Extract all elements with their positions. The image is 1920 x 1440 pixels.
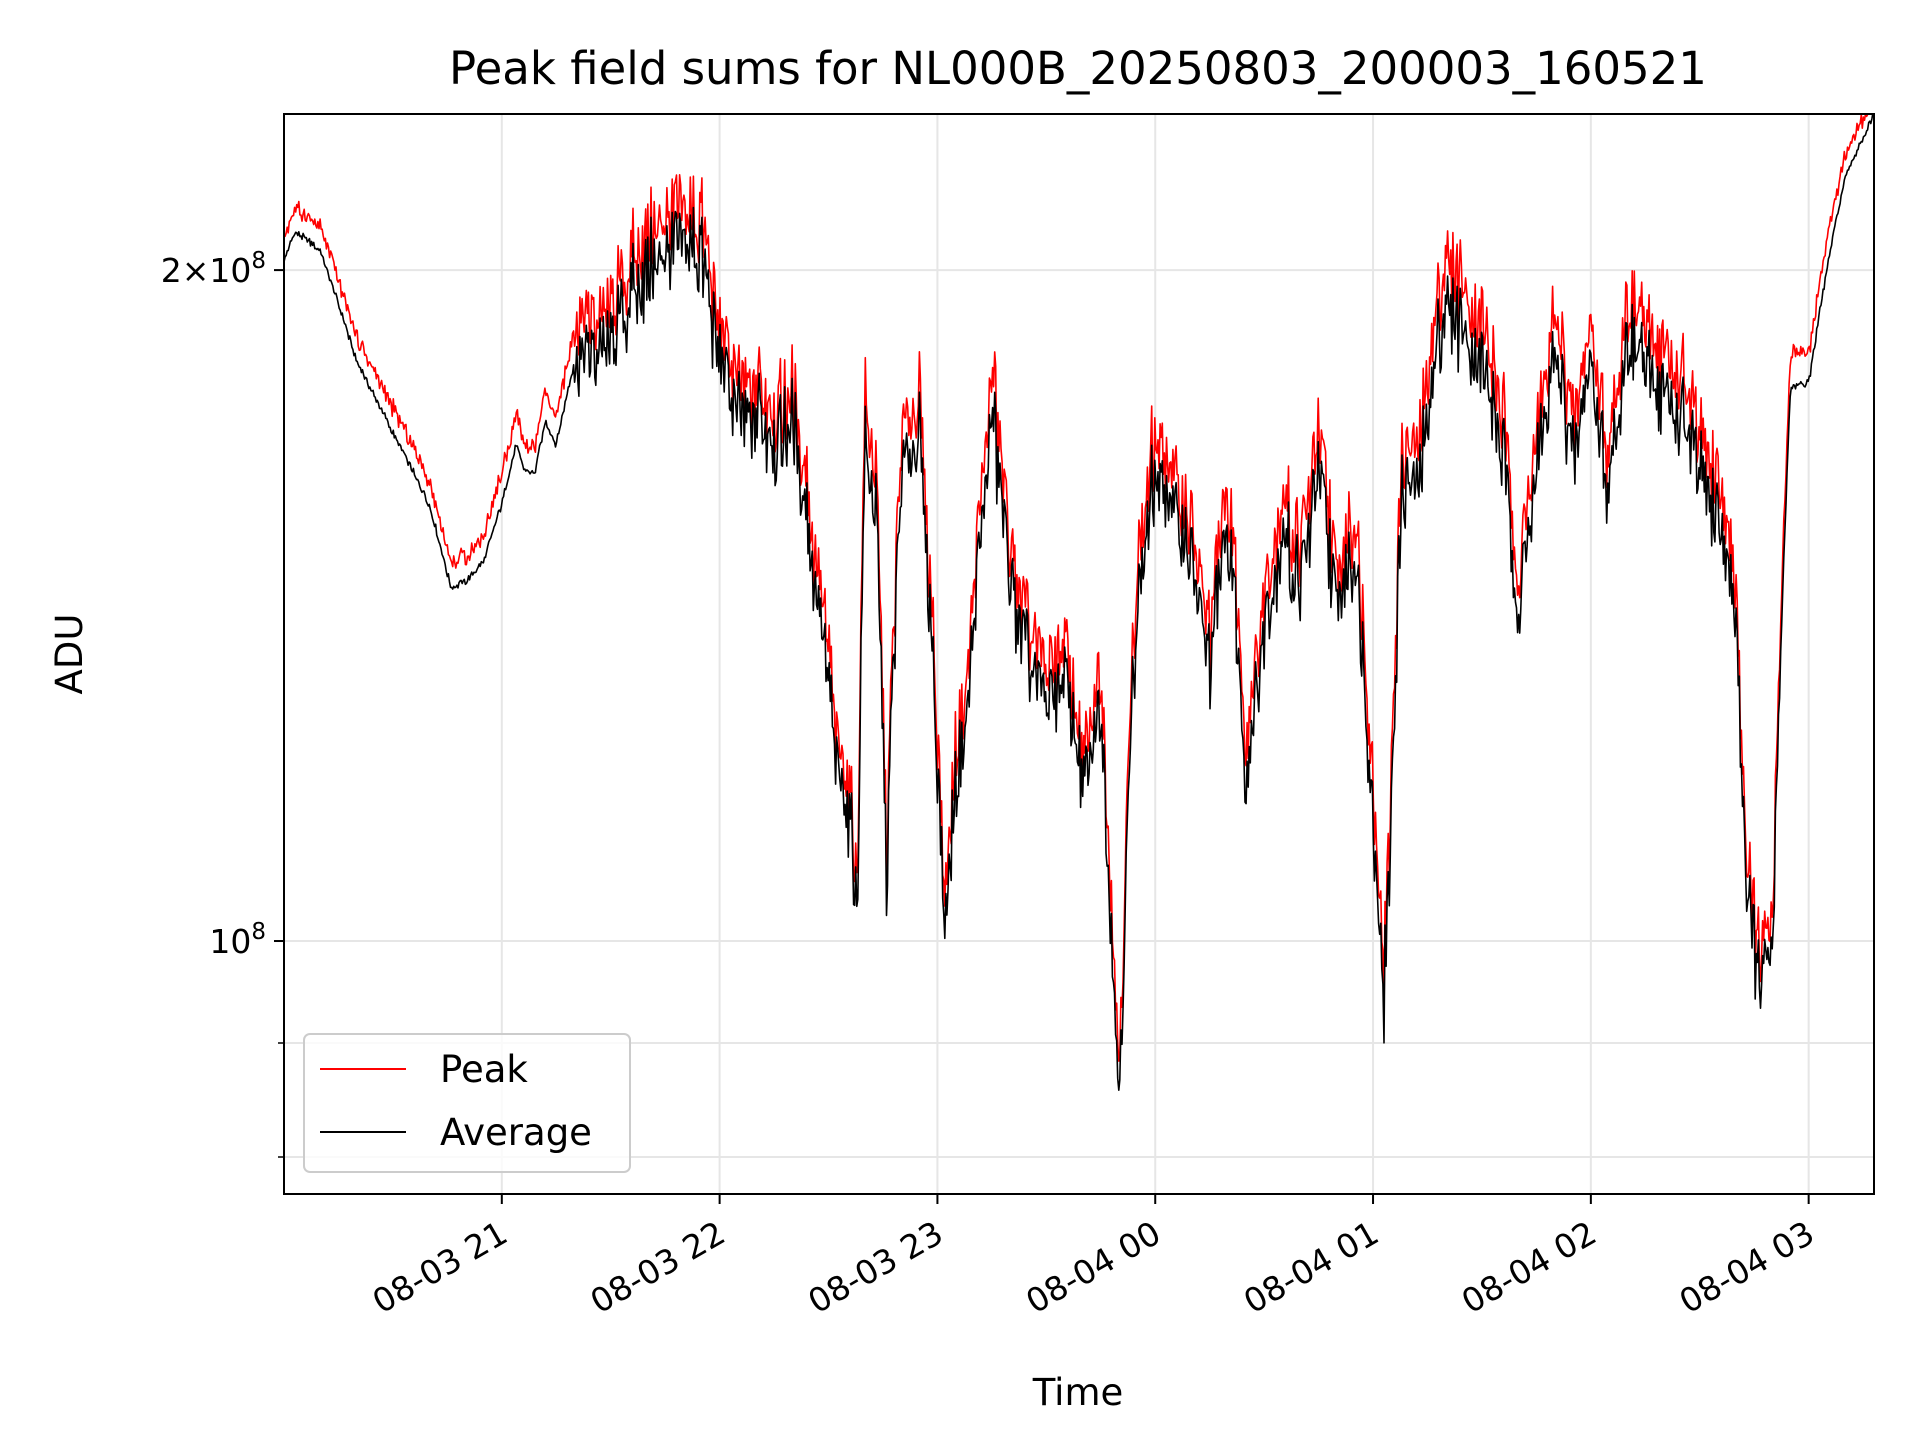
y-tick-label: 2×108 [161,248,266,290]
plot-frame [283,113,1875,1195]
y-tick-label: 108 [209,919,266,961]
legend: Peak Average [303,1033,631,1173]
x-axis-label: Time [1032,1371,1124,1414]
y-axis-ticks: 108 2×108 [161,248,284,1158]
legend-label-average: Average [440,1111,592,1154]
series-layer [284,114,1874,1091]
grid [284,114,1874,1194]
legend-label-peak: Peak [440,1048,528,1091]
chart-title: Peak field sums for NL000B_20250803_2000… [449,42,1707,95]
series-line-average [284,114,1874,1091]
series-line-peak [284,114,1869,1062]
y-axis-label: ADU [48,614,91,695]
